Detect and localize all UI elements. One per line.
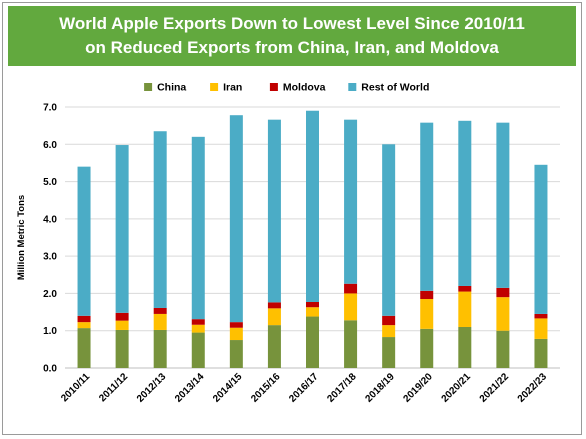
bar-segment-moldova — [306, 302, 319, 308]
bar-segment-moldova — [496, 287, 510, 298]
chart-title-line-2: on Reduced Exports from China, Iran, and… — [85, 38, 499, 57]
y-tick-label: 2.0 — [43, 289, 57, 300]
bar-segment-iran — [153, 313, 167, 330]
y-tick-label: 4.0 — [43, 214, 57, 225]
bar-segment-moldova — [191, 319, 205, 325]
legend-swatch — [210, 83, 219, 91]
bar-segment-moldova — [534, 313, 548, 319]
bar-segment-china — [458, 326, 472, 368]
legend-label: Rest of World — [361, 82, 429, 94]
bar-segment-china — [344, 320, 358, 368]
bar-segment-iran — [344, 293, 358, 321]
x-tick-label: 2012/13 — [135, 371, 169, 405]
bar-segment-china — [191, 332, 205, 368]
bar-segment-rest-of-world — [229, 115, 243, 323]
bar-segment-moldova — [77, 315, 91, 323]
bar-segment-china — [382, 337, 396, 368]
bar-segment-china — [153, 329, 167, 368]
x-tick-label: 2022/23 — [516, 371, 550, 405]
bar-segment-moldova — [420, 290, 434, 300]
bar-segment-moldova — [382, 315, 396, 326]
bar-segment-iran — [229, 327, 243, 341]
x-tick-label: 2021/22 — [478, 371, 512, 405]
bar-segment-china — [420, 328, 434, 368]
bar-segment-rest-of-world — [344, 119, 358, 284]
bar-segment-rest-of-world — [496, 122, 510, 288]
x-tick-label: 2018/19 — [363, 371, 397, 405]
y-tick-label: 5.0 — [43, 177, 57, 188]
bar-segment-rest-of-world — [115, 145, 129, 313]
y-axis-label: Million Metric Tons — [16, 195, 27, 280]
bar-segment-rest-of-world — [534, 164, 548, 314]
legend-swatch — [348, 83, 357, 91]
bar-segment-moldova — [153, 307, 167, 314]
bar-segment-rest-of-world — [267, 119, 281, 303]
bar-segment-china — [496, 330, 510, 368]
bar-segment-china — [77, 328, 91, 368]
y-tick-label: 7.0 — [43, 103, 57, 114]
bar-segment-china — [306, 316, 319, 368]
bar-segment-rest-of-world — [458, 120, 472, 286]
bar-segment-moldova — [344, 283, 358, 294]
bar-segment-iran — [534, 318, 548, 339]
bar-segment-iran — [420, 299, 434, 329]
bar-segment-china — [534, 338, 548, 368]
legend-swatch — [269, 83, 278, 91]
bar-segment-rest-of-world — [153, 131, 167, 308]
legend-label: Iran — [223, 82, 242, 94]
bar-segment-moldova — [458, 285, 472, 292]
bar-segment-iran — [115, 320, 129, 330]
bar-segment-moldova — [267, 302, 281, 309]
bar-segment-china — [229, 340, 243, 368]
bar-segment-rest-of-world — [191, 136, 205, 320]
y-tick-label: 0.0 — [43, 364, 57, 375]
bar-segment-iran — [191, 324, 205, 333]
legend-label: China — [157, 82, 186, 94]
x-tick-label: 2010/11 — [59, 371, 92, 404]
x-tick-label: 2014/15 — [211, 371, 245, 405]
x-tick-label: 2016/17 — [287, 371, 321, 405]
bar-segment-moldova — [115, 312, 129, 321]
x-tick-label: 2013/14 — [173, 371, 207, 405]
y-tick-label: 1.0 — [43, 326, 57, 337]
x-tick-label: 2017/18 — [325, 371, 359, 405]
bar-segment-rest-of-world — [420, 122, 434, 291]
title-band: World Apple Exports Down to Lowest Level… — [8, 6, 576, 66]
bar-segment-china — [115, 329, 129, 368]
bar-segment-iran — [496, 297, 510, 331]
x-tick-label: 2019/20 — [402, 371, 436, 405]
y-tick-label: 6.0 — [43, 140, 57, 151]
y-tick-label: 3.0 — [43, 252, 57, 263]
x-tick-label: 2011/12 — [97, 371, 130, 404]
bar-segment-china — [267, 325, 281, 368]
x-tick-label: 2020/21 — [440, 371, 474, 405]
bar-segment-rest-of-world — [77, 166, 91, 316]
x-tick-label: 2015/16 — [249, 371, 283, 405]
bar-segment-moldova — [229, 322, 243, 328]
bar-segment-rest-of-world — [306, 110, 319, 303]
bar-segment-iran — [306, 307, 319, 317]
bar-segment-iran — [382, 325, 396, 338]
bar-segment-iran — [458, 291, 472, 327]
legend-label: Moldova — [283, 82, 326, 94]
bar-segment-rest-of-world — [382, 144, 396, 316]
bar-segment-iran — [267, 308, 281, 326]
chart-title-line-1: World Apple Exports Down to Lowest Level… — [59, 14, 525, 33]
bar-segment-iran — [77, 322, 91, 329]
legend-swatch — [144, 83, 153, 91]
